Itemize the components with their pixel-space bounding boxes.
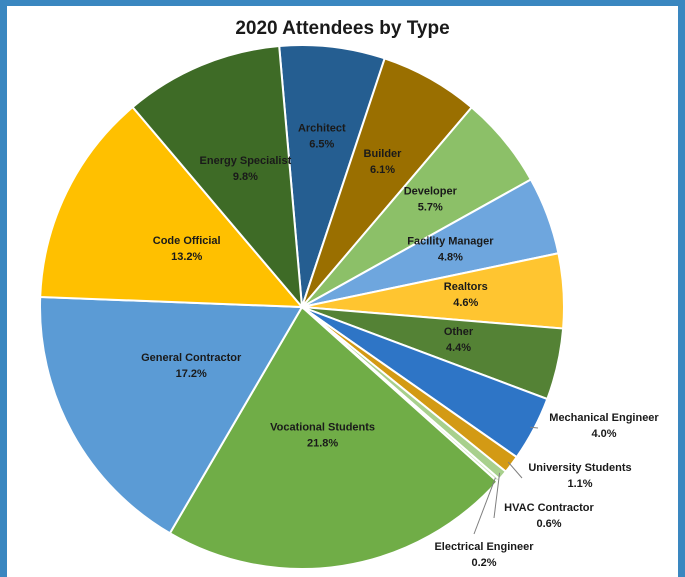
leader-line-hvac-contractor (493, 472, 501, 519)
slice-value-label: 6.1% (370, 164, 395, 176)
slice-category-label: Builder (364, 148, 403, 160)
slice-category-label: Mechanical Engineer (549, 412, 659, 424)
slice-value-label: 0.2% (471, 557, 496, 569)
pie-slice-vocational-students (168, 305, 499, 570)
slice-category-label: Developer (404, 186, 458, 198)
pie-slice-general-contractor (39, 295, 304, 535)
slice-label-facility-manager: Facility Manager 4.8% (407, 236, 494, 264)
slice-label-mechanical-engineer: Mechanical Engineer 4.0% (530, 412, 659, 440)
slice-value-label: 21.8% (307, 437, 338, 449)
slice-label-university-students: University Students 1.1% (507, 461, 632, 490)
slice-category-label: General Contractor (141, 352, 242, 364)
slice-category-label: Architect (298, 122, 346, 134)
slice-category-label: Other (444, 326, 474, 338)
slice-category-label: HVAC Contractor (504, 502, 594, 514)
leader-line-electrical-engineer (473, 477, 496, 535)
slice-value-label: 1.1% (567, 478, 592, 490)
pie-slice-code-official (39, 105, 305, 309)
slice-value-label: 6.5% (309, 138, 334, 150)
slice-label-vocational-students: Vocational Students 21.8% (270, 421, 375, 449)
slice-label-builder: Builder 6.1% (364, 148, 403, 176)
slice-label-energy-specialist: Energy Specialist 9.8% (200, 155, 292, 183)
slice-category-label: Realtors (444, 281, 488, 293)
slice-category-label: Electrical Engineer (434, 541, 534, 553)
slice-category-label: Facility Manager (407, 236, 494, 248)
pie-slice-energy-specialist (131, 44, 304, 311)
slice-label-general-contractor: General Contractor 17.2% (141, 352, 242, 380)
slice-label-realtors: Realtors 4.6% (444, 281, 488, 309)
slice-label-hvac-contractor: HVAC Contractor 0.6% (493, 472, 595, 530)
slice-value-label: 5.7% (418, 202, 443, 214)
slice-label-other: Other 4.4% (444, 326, 474, 354)
chart-title: 2020 Attendees by Type (235, 18, 450, 39)
slice-value-label: 9.8% (233, 171, 258, 183)
slice-label-code-official: Code Official 13.2% (153, 235, 221, 263)
slice-value-label: 4.0% (591, 428, 616, 440)
slice-category-label: Vocational Students (270, 421, 375, 433)
slice-label-developer: Developer 5.7% (404, 186, 458, 214)
leader-line-mechanical-engineer (530, 426, 539, 429)
slice-value-label: 4.8% (438, 252, 463, 264)
slice-label-electrical-engineer: Electrical Engineer 0.2% (434, 477, 534, 569)
slice-category-label: Code Official (153, 235, 221, 247)
leader-line-university-students (507, 461, 523, 479)
slice-category-label: Energy Specialist (200, 155, 292, 167)
slice-label-architect: Architect 6.5% (298, 122, 346, 150)
slice-value-label: 13.2% (171, 251, 202, 263)
slice-value-label: 17.2% (176, 368, 207, 380)
slice-value-label: 4.6% (453, 297, 478, 309)
slice-value-label: 0.6% (536, 518, 561, 530)
slice-value-label: 4.4% (446, 342, 471, 354)
slice-category-label: University Students (528, 462, 631, 474)
